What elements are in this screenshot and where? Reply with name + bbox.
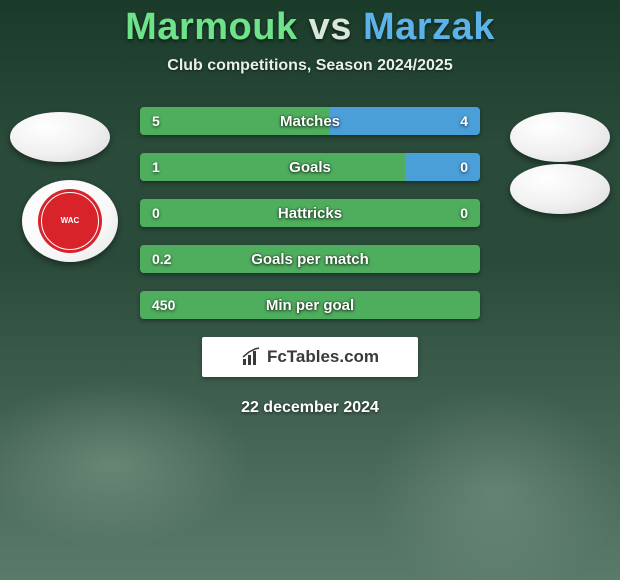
player1-name: Marmouk	[125, 6, 297, 48]
stat-label: Min per goal	[140, 291, 480, 319]
stat-value-right: 0	[448, 199, 480, 227]
comparison-rows: Matches54Goals10Hattricks00Goals per mat…	[140, 107, 480, 319]
avatar-player2-secondary	[510, 164, 610, 214]
avatar-placeholder-icon	[510, 112, 610, 162]
chart-icon	[241, 347, 261, 367]
stat-label: Goals per match	[140, 245, 480, 273]
club-logo-badge: WAC	[38, 189, 102, 253]
stat-label: Matches	[140, 107, 480, 135]
stat-value-right	[456, 245, 480, 273]
stat-row: Goals1 0	[140, 153, 480, 181]
page-title: Marmouk vs Marzak	[0, 0, 620, 49]
avatar-placeholder-icon	[10, 112, 110, 162]
stat-value-left: 0	[140, 199, 172, 227]
stat-row: Matches5 4	[140, 107, 480, 135]
stat-value-right: 4	[448, 107, 480, 135]
vs-label: vs	[309, 6, 352, 48]
avatar-player1	[10, 112, 110, 162]
club-logo-text: WAC	[61, 217, 80, 226]
stat-value-left: 450	[140, 291, 187, 319]
stat-value-right	[456, 291, 480, 319]
avatar-player2	[510, 112, 610, 162]
stat-row: Goals per match0.2	[140, 245, 480, 273]
avatar-placeholder-icon	[510, 164, 610, 214]
club-logo: WAC	[20, 178, 120, 264]
stat-value-left: 1	[140, 153, 172, 181]
club-logo-bg: WAC	[22, 180, 118, 262]
date-label: 22 december 2024	[0, 399, 620, 417]
stat-row: Hattricks0 0	[140, 199, 480, 227]
stat-row: Min per goal450	[140, 291, 480, 319]
stat-value-left: 5	[140, 107, 172, 135]
stat-label: Hattricks	[140, 199, 480, 227]
player2-name: Marzak	[363, 6, 495, 48]
brand-badge[interactable]: FcTables.com	[202, 337, 418, 377]
stat-value-right: 0	[448, 153, 480, 181]
stat-value-left: 0.2	[140, 245, 183, 273]
stat-label: Goals	[140, 153, 480, 181]
subtitle: Club competitions, Season 2024/2025	[0, 57, 620, 75]
brand-text: FcTables.com	[267, 347, 379, 367]
